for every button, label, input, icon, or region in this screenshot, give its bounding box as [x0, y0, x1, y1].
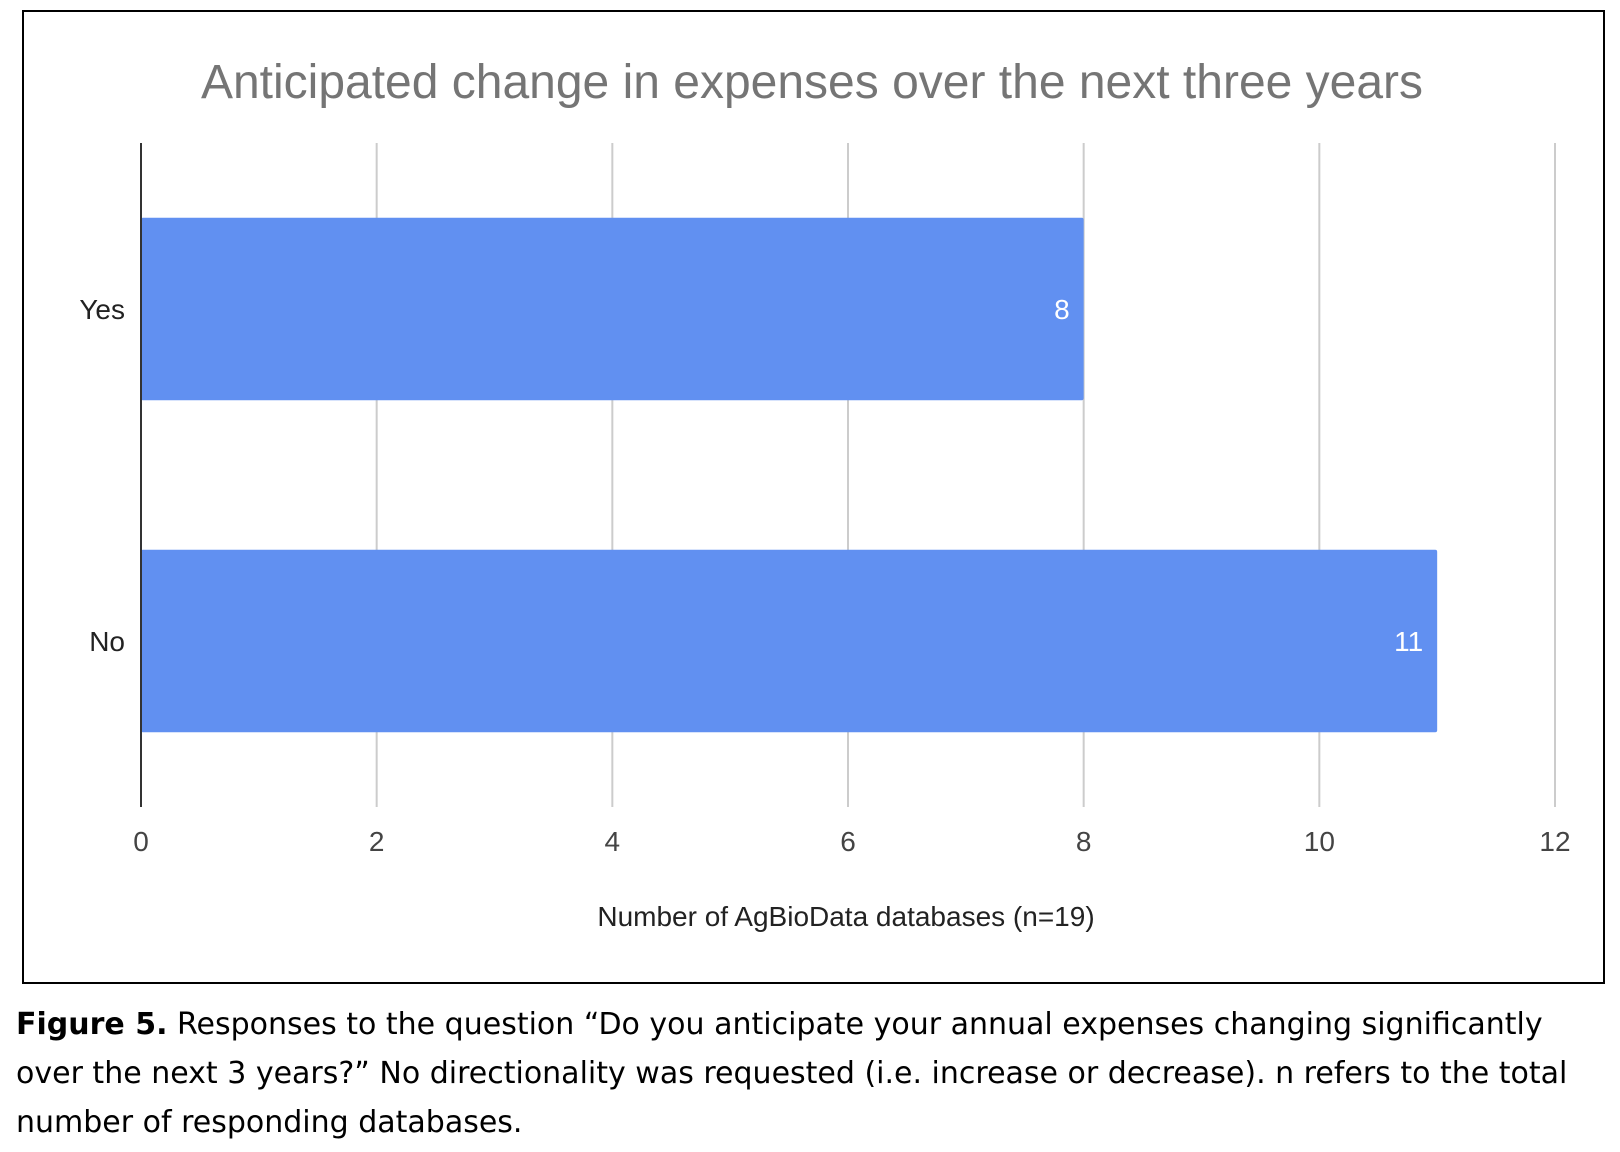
x-tick-labels: 0 2 4 6 8 10 12 — [133, 826, 1570, 857]
bar-chart: Anticipated change in expenses over the … — [79, 56, 1570, 932]
figure-caption: Figure 5. Responses to the question “Do … — [16, 1000, 1606, 1147]
x-tick-label: 10 — [1304, 826, 1335, 857]
bar-yes — [141, 217, 1084, 401]
x-tick-label: 2 — [369, 826, 385, 857]
chart-frame — [22, 10, 1605, 984]
x-tick-label: 8 — [1076, 826, 1092, 857]
caption-text: Responses to the question “Do you antici… — [16, 1007, 1568, 1140]
x-tick-label: 6 — [840, 826, 856, 857]
bars — [141, 217, 1438, 733]
x-tick-label: 0 — [133, 826, 149, 857]
category-label: Yes — [79, 294, 125, 325]
category-label: No — [89, 626, 125, 657]
data-label: 11 — [1394, 626, 1423, 657]
caption-label: Figure 5. — [16, 1007, 168, 1042]
x-tick-label: 12 — [1539, 826, 1570, 857]
data-labels: 8 11 — [1054, 294, 1423, 657]
bar-no — [141, 549, 1438, 733]
chart-title: Anticipated change in expenses over the … — [201, 56, 1423, 109]
x-axis-title: Number of AgBioData databases (n=19) — [597, 901, 1094, 932]
x-tick-label: 4 — [605, 826, 621, 857]
category-labels: Yes No — [79, 294, 125, 657]
data-label: 8 — [1054, 294, 1070, 325]
